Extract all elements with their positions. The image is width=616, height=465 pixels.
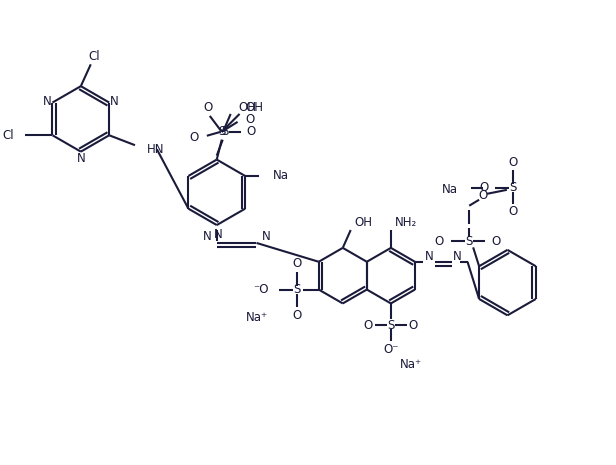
Text: S: S (466, 235, 473, 248)
Text: N: N (214, 228, 223, 241)
Text: N: N (261, 231, 270, 244)
Text: ⁻O: ⁻O (254, 283, 269, 296)
Text: N: N (110, 95, 118, 108)
Text: O: O (292, 309, 301, 322)
Text: O: O (491, 235, 500, 248)
Text: O: O (508, 156, 517, 168)
Text: Na⁺: Na⁺ (246, 311, 268, 324)
Text: N: N (203, 231, 212, 244)
Text: Na⁺: Na⁺ (400, 359, 422, 372)
Text: O: O (246, 125, 256, 138)
Text: O: O (479, 189, 488, 202)
Text: Na: Na (273, 169, 289, 182)
Text: Na: Na (442, 183, 458, 196)
Text: O: O (363, 319, 373, 332)
Text: O: O (190, 131, 199, 144)
Text: NH₂: NH₂ (395, 216, 417, 229)
Text: N: N (76, 152, 85, 165)
Text: O: O (434, 235, 444, 248)
Text: O: O (480, 181, 489, 194)
Text: Cl: Cl (2, 129, 14, 142)
Text: S: S (293, 283, 301, 296)
Text: OH: OH (246, 101, 264, 114)
Text: HN: HN (147, 143, 164, 156)
Text: S: S (218, 125, 225, 138)
Text: N: N (43, 95, 52, 108)
Text: S: S (387, 319, 395, 332)
Text: N: N (453, 250, 462, 263)
Text: O: O (246, 113, 255, 126)
Text: Cl: Cl (88, 50, 100, 63)
Text: O: O (508, 205, 517, 218)
Text: S: S (509, 181, 517, 194)
Text: O⁻: O⁻ (383, 343, 399, 356)
Text: O: O (203, 101, 213, 114)
Text: N: N (424, 250, 433, 263)
Text: OH: OH (238, 101, 257, 114)
Text: OH: OH (355, 216, 373, 229)
Text: S: S (221, 125, 229, 138)
Text: O: O (292, 257, 301, 270)
Text: O: O (408, 319, 417, 332)
